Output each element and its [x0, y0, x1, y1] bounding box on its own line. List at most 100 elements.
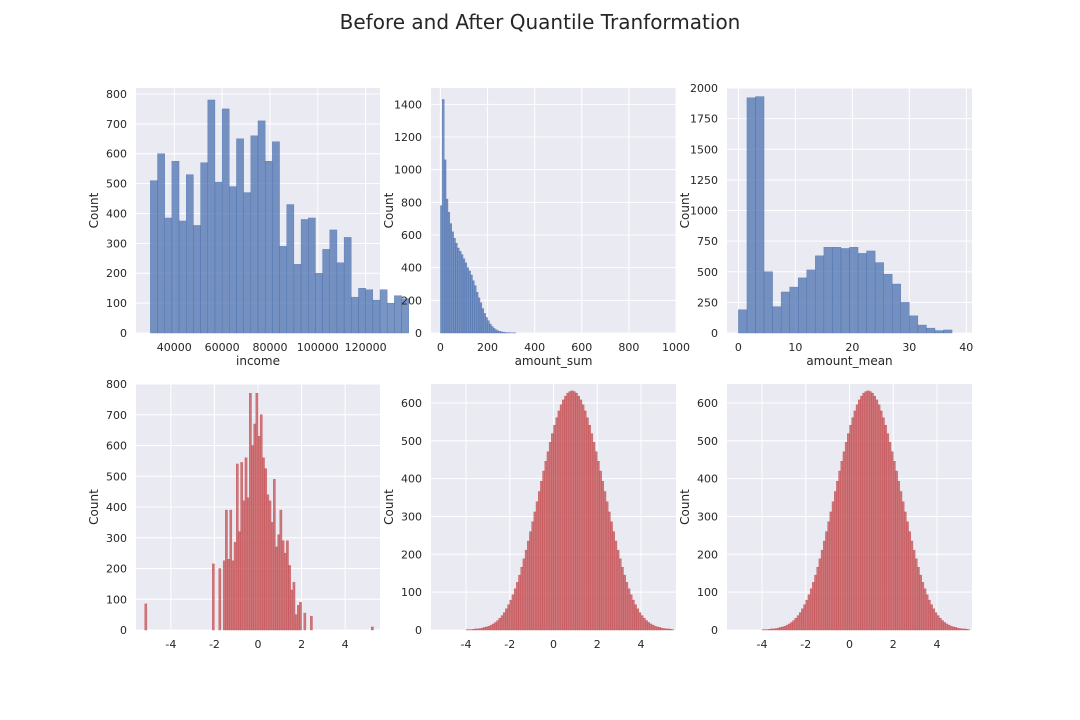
histogram-bar — [214, 181, 223, 334]
histogram-bar — [492, 328, 496, 334]
histogram-bar — [233, 542, 237, 631]
x-tick-label: 2 — [890, 638, 897, 651]
histogram-bar — [647, 622, 650, 631]
histogram-bar — [577, 395, 580, 631]
histogram-bar — [566, 392, 570, 631]
histogram-bar — [507, 604, 510, 631]
histogram-bar — [200, 162, 208, 334]
histogram-bar — [273, 479, 276, 631]
histogram-bar — [956, 627, 960, 631]
histogram-bar — [164, 217, 173, 334]
y-tick-label: 400 — [401, 262, 422, 275]
histogram-bar — [853, 410, 857, 631]
histogram-bar — [531, 521, 535, 631]
histogram-bar — [157, 153, 165, 334]
y-tick-label: 0 — [120, 327, 127, 340]
histogram-bar — [866, 250, 876, 334]
histogram-bar — [218, 568, 222, 631]
histogram-bar — [936, 615, 940, 631]
histogram-bar — [755, 96, 765, 334]
x-tick-label: 2 — [594, 638, 601, 651]
histogram-bar — [445, 198, 449, 334]
histogram-bar — [294, 614, 298, 631]
histogram-bar — [886, 433, 890, 631]
histogram-bar — [243, 192, 252, 334]
histogram-bar — [581, 404, 585, 631]
histogram-bar — [474, 628, 478, 631]
y-axis-label: Count — [678, 192, 692, 228]
histogram-bar — [649, 623, 653, 631]
histogram-bar — [283, 552, 287, 631]
y-tick-label: 200 — [697, 548, 718, 561]
histogram-bar — [277, 534, 280, 631]
y-tick-label: 1000 — [394, 164, 422, 177]
histogram-bar — [651, 624, 655, 631]
y-tick-label: 2000 — [690, 82, 718, 95]
histogram-bar — [564, 395, 567, 631]
y-axis-label: Count — [382, 489, 396, 525]
histogram-bar — [903, 511, 907, 631]
histogram-bar — [286, 540, 289, 631]
histogram-bar — [551, 433, 554, 631]
histogram-bar — [249, 393, 252, 631]
histogram-bar — [498, 331, 501, 334]
histogram-bar — [455, 242, 458, 334]
histogram-bar — [222, 560, 226, 631]
y-tick-label: 100 — [106, 593, 127, 606]
histogram-bar — [877, 404, 881, 631]
histogram-bar — [738, 309, 748, 334]
histogram-bar — [557, 410, 561, 631]
x-tick-label: 10 — [788, 341, 802, 354]
histogram-bar — [900, 302, 910, 334]
chart-panel-4: 0 100 200 300 400 500 600 700 800 -4 -2 0 2 4 Count — [87, 378, 380, 651]
histogram-bar — [386, 302, 395, 334]
histogram-bar — [930, 604, 933, 631]
histogram-bar — [807, 594, 811, 631]
chart-panel-2: 0 200 400 600 800 1000 1200 1400 0 200 400 600 800 10… — [382, 88, 690, 368]
histogram-bar — [949, 626, 953, 631]
histogram-bar — [292, 582, 296, 631]
histogram-bar — [555, 417, 559, 631]
histogram-bar — [236, 138, 244, 334]
y-tick-label: 600 — [401, 397, 422, 410]
chart-panel-6: 0 100 200 300 400 500 600 -4 -2 0 2 4 Count — [678, 384, 972, 651]
histogram-bar — [832, 247, 842, 334]
histogram-bar — [763, 271, 773, 334]
histogram-bar — [500, 331, 503, 334]
histogram-bar — [529, 531, 532, 631]
histogram-bar — [638, 612, 642, 631]
histogram-bar — [477, 297, 481, 334]
y-tick-label: 1250 — [690, 174, 718, 187]
histogram-bar — [790, 622, 793, 631]
histogram-bar — [882, 417, 885, 631]
histogram-bar — [829, 511, 833, 631]
histogram-bar — [279, 246, 287, 334]
x-tick-label: 0 — [550, 638, 557, 651]
histogram-bar — [928, 599, 931, 631]
histogram-bar — [365, 289, 374, 334]
histogram-bar — [231, 560, 235, 631]
histogram-bar — [586, 417, 589, 631]
y-tick-label: 500 — [697, 435, 718, 448]
histogram-bar — [542, 470, 545, 631]
histogram-bar — [774, 628, 778, 631]
histogram-bar — [640, 615, 644, 631]
histogram-bar — [257, 436, 261, 631]
histogram-bar — [803, 604, 806, 631]
histogram-bar — [268, 500, 272, 631]
histogram-bar — [785, 624, 789, 631]
x-tick-label: -4 — [461, 638, 472, 651]
histogram-bar — [943, 622, 946, 631]
histogram-bar — [625, 582, 629, 631]
histogram-bar — [605, 501, 609, 631]
histogram-bar — [570, 390, 574, 631]
histogram-bar — [293, 264, 302, 334]
histogram-bar — [178, 220, 187, 334]
histogram-bar — [572, 391, 576, 631]
histogram-bar — [459, 251, 462, 334]
histogram-bar — [614, 540, 618, 631]
histogram-bar — [840, 461, 844, 631]
histogram-bar — [485, 317, 488, 334]
